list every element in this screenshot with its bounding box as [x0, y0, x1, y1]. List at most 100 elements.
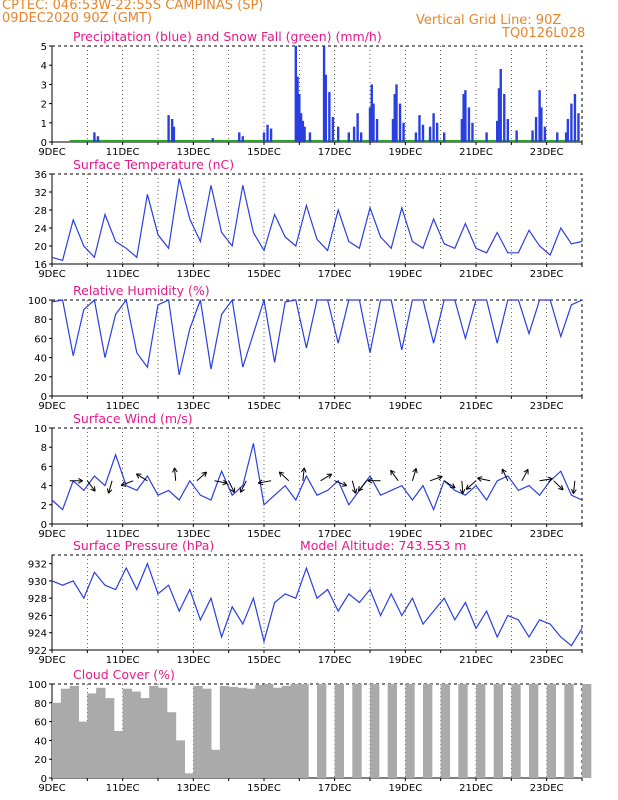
wind-arrow-shaft [174, 467, 177, 481]
run-date: 09DEC2020 90Z (GMT) [2, 11, 153, 26]
panel-frame [51, 45, 583, 143]
x-tick-label: 23DEC [530, 147, 564, 158]
panel-rh [49, 298, 583, 399]
x-tick-label: 19DEC [388, 147, 422, 158]
x-tick-label: 21DEC [459, 655, 493, 666]
y-tick-label: 60 [34, 334, 47, 345]
station-header: CPTEC: 046:53W-22:55S CAMPINAS (SP) [2, 0, 264, 13]
wind-arrow-head [357, 486, 360, 492]
wind-arrow-head [106, 488, 109, 494]
x-tick-label: 21DEC [459, 783, 493, 794]
cloud-bar [272, 687, 283, 778]
wind-arrow-head [78, 480, 83, 484]
x-tick-label: 17DEC [318, 401, 352, 412]
precip-bar [503, 94, 506, 142]
precip-bar [356, 113, 359, 142]
wind-arrow-head [438, 476, 443, 481]
wind-arrow [106, 480, 113, 494]
precip-bar [471, 122, 474, 142]
wind-arrow-shaft [196, 471, 207, 482]
y-tick-label: 930 [28, 577, 47, 588]
x-tick-label: 13DEC [176, 269, 210, 280]
wind-arrow-head [571, 488, 574, 494]
x-tick-label: 15DEC [247, 783, 281, 794]
cloud-bar [78, 721, 88, 778]
x-tick-label: 11DEC [106, 655, 140, 666]
precip-bar [534, 117, 538, 142]
wind-arrow [571, 480, 577, 494]
cloud-bar [387, 684, 397, 778]
precip-bar [538, 90, 541, 142]
cloud-bar [440, 684, 450, 778]
precip-bar [372, 103, 375, 142]
precip-bar [566, 118, 570, 142]
wind-arrow-shaft [239, 480, 247, 493]
precip-bar [467, 107, 471, 142]
cloud-bar [113, 731, 124, 778]
wind-arrow-shaft [358, 480, 367, 492]
y-tick-label: 20 [34, 755, 47, 766]
cloud-bar [281, 685, 291, 778]
y-tick-label: 4 [41, 61, 47, 72]
panel-wind [49, 427, 583, 527]
y-tick-label: 2 [41, 100, 47, 111]
wind-arrow-head [547, 476, 553, 480]
y-tick-label: 36 [34, 170, 47, 181]
cloud-bar [334, 684, 344, 778]
wind-arrow-head [229, 489, 235, 493]
x-tick-label: 11DEC [106, 147, 140, 158]
x-tick-label: 9DEC [38, 401, 65, 412]
wind-arrow-head [278, 471, 282, 477]
wind-arrow-shaft [553, 480, 564, 491]
wind-arrow-head [548, 478, 553, 483]
x-tick-label: 21DEC [459, 269, 493, 280]
cloud-bar [184, 773, 194, 778]
y-tick-label: 932 [28, 560, 47, 571]
cloud-bar [246, 688, 256, 778]
x-tick-label: 23DEC [530, 529, 564, 540]
wind-arrow [300, 467, 307, 481]
wind-arrow-head [204, 471, 207, 477]
model-code: TQ0126L028 [502, 26, 586, 41]
panel-title: Surface Wind (m/s) [73, 411, 193, 426]
wind-arrow-shaft [521, 469, 529, 482]
wind-arrow-head [367, 480, 373, 484]
precip-bar [432, 113, 435, 142]
y-tick-label: 0 [41, 138, 47, 149]
wind-arrow-shaft [411, 468, 417, 481]
precip-bar [464, 90, 467, 142]
wind-arrow-head [561, 484, 564, 490]
panel-title: Relative Humidity (%) [73, 283, 210, 298]
precip-bar [296, 76, 299, 142]
precip-bar [577, 113, 580, 142]
x-tick-label: 21DEC [459, 147, 493, 158]
cloud-bar [131, 691, 141, 778]
wind-arrow-head [93, 486, 96, 492]
cloud-bar [149, 685, 159, 778]
wind-arrow-head [90, 488, 96, 492]
x-tick-label: 13DEC [176, 655, 210, 666]
wind-arrow-head [223, 479, 228, 484]
wind-arrow-shaft [429, 475, 443, 482]
wind-arrow [86, 480, 96, 492]
wind-arrow-head [459, 489, 464, 495]
cloud-bar [564, 684, 574, 778]
y-tick-label: 100 [28, 296, 47, 307]
precip-bar [428, 126, 432, 142]
x-tick-label: 19DEC [388, 529, 422, 540]
panel-title: Cloud Cover (%) [73, 667, 175, 682]
panel-frame [51, 554, 583, 651]
panel-cloud [49, 683, 592, 781]
wind-arrow-head [201, 471, 207, 474]
cloud-bar [255, 684, 265, 778]
x-tick-label: 15DEC [247, 401, 281, 412]
cloud-bar [582, 684, 592, 778]
wind-arrow-head [258, 482, 264, 486]
cloud-bar [158, 687, 168, 778]
precip-bar [564, 132, 568, 142]
wind-arrow-head [351, 489, 357, 494]
wind-arrow-head [222, 482, 228, 486]
cloud-bar [228, 686, 238, 778]
x-tick-label: 23DEC [530, 401, 564, 412]
x-tick-label: 13DEC [176, 783, 210, 794]
